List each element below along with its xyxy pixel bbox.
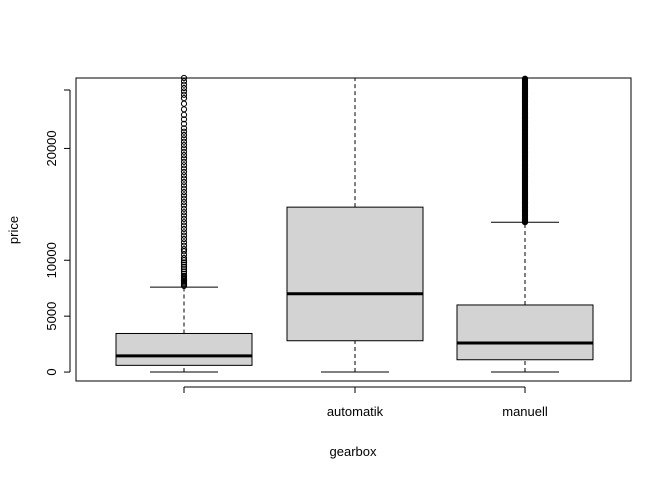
outlier-point [180,125,188,132]
outlier-point [180,175,188,182]
outlier-point [180,245,188,253]
outlier-point [180,182,188,189]
outlier-point [180,205,188,212]
box-group [115,74,253,373]
outlier-point [180,148,188,155]
outlier-point [180,84,188,92]
y-tick-label: 0 [44,368,59,375]
outlier-point [180,141,188,149]
outlier-point [180,155,188,162]
outlier-point [180,192,188,199]
x-axis: automatik manuell [183,386,548,419]
outlier-point [180,239,188,246]
plot-frame [75,77,632,382]
outlier-point [180,195,188,202]
outlier-point [180,242,188,249]
outlier-point [180,172,188,179]
outlier-point [180,106,188,113]
outlier-point [180,100,188,107]
box-iqr [115,332,253,366]
outlier-point [180,215,188,222]
outlier-point [180,165,188,172]
x-axis-label: gearbox [330,444,377,459]
outlier-point [180,188,188,196]
y-axis-label: price [6,216,21,244]
outlier-point [180,261,188,268]
boxes-layer [115,74,594,373]
outlier-point [180,209,188,216]
outlier-point [180,263,188,271]
outlier-point [180,235,188,243]
outlier-point [180,78,188,85]
outlier-point [180,222,188,229]
outlier-point [180,152,188,159]
outlier-point [180,135,188,142]
outlier-point [180,259,188,266]
outlier-point [180,266,188,273]
outlier-point [180,272,188,280]
outlier-point [180,225,188,233]
outlier-point [180,116,188,123]
outlier-point [180,185,188,192]
outlier-point [521,75,529,82]
outlier-point [180,232,188,239]
outlier-point [180,95,188,102]
outlier-point [180,219,188,226]
outlier-point [180,254,188,262]
outlier-point [180,270,188,277]
outlier-point [180,131,188,139]
box-group [286,78,424,373]
box-group [456,75,594,373]
outlier-point [180,162,188,169]
outlier-point [180,199,188,206]
outlier-point [180,229,188,236]
outlier-point [180,158,188,165]
x-tick-label: automatik [327,404,384,419]
y-tick-label: 10000 [44,242,59,278]
y-tick-label: 20000 [44,130,59,166]
y-axis: 0 5000 10000 20000 [44,89,71,376]
x-tick-label: manuell [502,404,548,419]
outlier-point [180,178,188,186]
outlier-point [180,88,188,95]
outlier-point [180,202,188,209]
outlier-point [180,268,188,275]
outlier-point [180,74,188,82]
y-tick-label: 5000 [44,302,59,331]
box-iqr [286,206,424,342]
box-iqr [456,304,594,361]
outlier-point [180,212,188,219]
outlier-point [180,120,188,127]
outlier-point [180,91,188,98]
outlier-point [180,81,188,88]
outlier-point [180,145,188,152]
outlier-point [180,168,188,176]
outlier-point [180,138,188,145]
outlier-point [180,128,188,135]
